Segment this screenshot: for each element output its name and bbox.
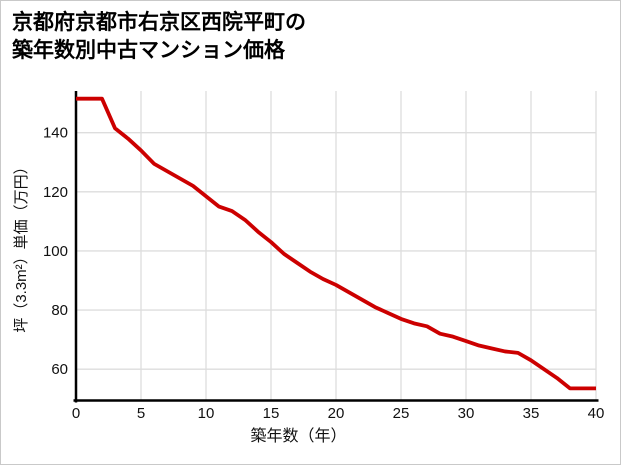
y-tick-label: 100 [43,243,68,260]
chart-title-line2: 築年数別中古マンション価格 [12,39,285,62]
chart-title: 京都府京都市右京区西院平町の 築年数別中古マンション価格 [12,9,306,65]
chart-title-line1: 京都府京都市右京区西院平町の [12,11,306,34]
x-tick-label: 5 [137,405,145,422]
x-tick-label: 30 [458,405,475,422]
x-tick-label: 40 [588,405,605,422]
y-tick-label: 60 [51,361,68,378]
x-tick-label: 15 [263,405,280,422]
y-tick-label: 120 [43,184,68,201]
y-tick-label: 80 [51,302,68,319]
x-tick-label: 25 [393,405,410,422]
price-line [76,96,596,391]
x-tick-label: 35 [523,405,540,422]
x-tick-label: 20 [328,405,345,422]
x-tick-label: 10 [198,405,215,422]
x-tick-label: 0 [72,405,80,422]
x-axis-title: 築年数（年） [250,428,347,445]
y-tick-label: 140 [43,125,68,142]
